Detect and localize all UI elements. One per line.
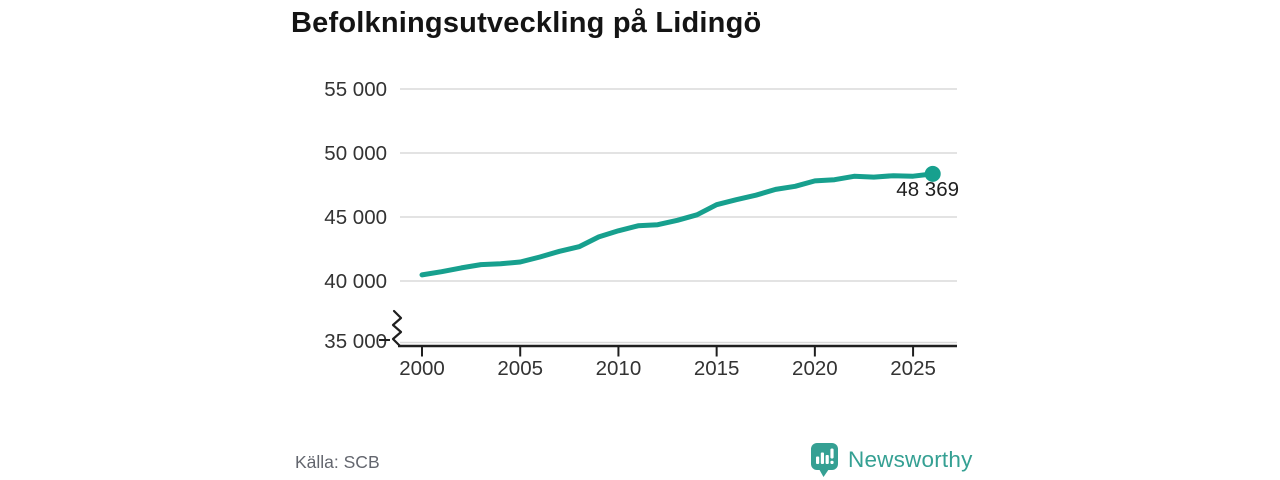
y-axis-tick-label: 35 000 — [324, 330, 387, 353]
barchart-speech-bubble-icon — [811, 443, 838, 477]
y-axis-tick-label: 40 000 — [324, 270, 387, 293]
y-axis-tick-label: 50 000 — [324, 142, 387, 165]
y-axis-tick-label: 55 000 — [324, 78, 387, 101]
axis-break-icon — [391, 309, 403, 348]
y-axis-tick-label: 45 000 — [324, 206, 387, 229]
source-label: Källa: SCB — [295, 452, 380, 472]
x-axis-tick-label: 2025 — [890, 357, 936, 380]
newsworthy-logo: Newsworthy — [810, 442, 973, 478]
population-series-line — [419, 171, 936, 278]
brand-name: Newsworthy — [848, 447, 973, 472]
x-axis-tick-label: 2005 — [497, 357, 543, 380]
series-endpoint-marker — [924, 165, 941, 182]
x-axis-tick-label: 2020 — [792, 357, 838, 380]
page-title: Befolkningsutveckling på Lidingö — [291, 7, 762, 39]
endpoint-value-annotation: 48 369 — [896, 178, 959, 201]
x-axis-tick-label: 2010 — [596, 357, 642, 380]
x-axis-tick-label: 2015 — [694, 357, 740, 380]
x-axis-tick-label: 2000 — [399, 357, 445, 380]
